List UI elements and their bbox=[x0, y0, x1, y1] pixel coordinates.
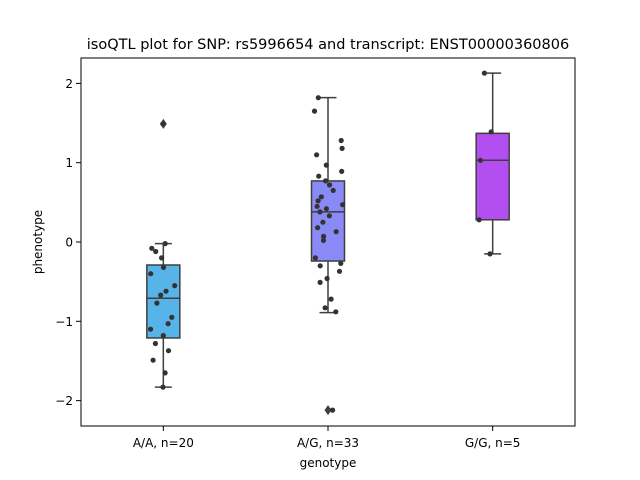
data-point bbox=[165, 348, 172, 354]
data-point bbox=[317, 209, 323, 215]
data-point bbox=[153, 248, 159, 255]
box-group bbox=[475, 70, 510, 257]
data-point bbox=[476, 217, 482, 223]
data-point bbox=[321, 233, 327, 239]
data-point bbox=[318, 194, 324, 200]
data-point bbox=[326, 213, 332, 219]
data-point bbox=[160, 264, 167, 270]
outlier-marker bbox=[324, 405, 332, 416]
x-tick-label: A/A, n=20 bbox=[133, 436, 194, 450]
x-tick-label: G/G, n=5 bbox=[465, 436, 521, 450]
data-point bbox=[160, 384, 166, 390]
data-point bbox=[148, 271, 154, 277]
data-point bbox=[315, 198, 321, 204]
x-axis-label: genotype bbox=[300, 456, 357, 470]
plot-area bbox=[146, 70, 510, 416]
box-iqr bbox=[475, 132, 510, 221]
data-point bbox=[160, 121, 166, 127]
data-point bbox=[340, 202, 346, 208]
data-point bbox=[339, 145, 345, 151]
box-group bbox=[310, 95, 346, 416]
data-point bbox=[152, 340, 158, 347]
data-point bbox=[165, 321, 171, 327]
data-point bbox=[322, 305, 328, 311]
data-point bbox=[315, 95, 321, 101]
y-tick-label: 1 bbox=[65, 156, 73, 170]
data-point bbox=[158, 292, 164, 298]
data-point bbox=[154, 300, 160, 306]
chart-title: isoQTL plot for SNP: rs5996654 and trans… bbox=[87, 37, 569, 53]
data-point bbox=[338, 137, 344, 144]
axes: −2 −1 0 1 2 A/A, n=20 A/G, n=33 G/G, n=5 bbox=[55, 77, 520, 450]
data-point bbox=[317, 263, 323, 269]
data-point bbox=[314, 203, 320, 209]
y-tick-label: −1 bbox=[55, 315, 73, 329]
data-point bbox=[330, 187, 336, 193]
data-point bbox=[159, 255, 165, 261]
data-point bbox=[336, 268, 343, 274]
data-point bbox=[320, 237, 327, 243]
y-tick-label: 0 bbox=[65, 236, 73, 250]
data-point bbox=[339, 168, 345, 174]
data-point bbox=[328, 296, 334, 302]
data-point bbox=[163, 288, 169, 294]
data-point bbox=[488, 129, 494, 135]
data-point bbox=[317, 279, 323, 285]
data-point bbox=[333, 309, 339, 315]
data-point bbox=[314, 152, 320, 158]
y-tick-label: −2 bbox=[55, 394, 73, 408]
data-point bbox=[330, 407, 336, 413]
data-point bbox=[150, 357, 156, 363]
box-iqr bbox=[310, 180, 346, 262]
data-point bbox=[312, 255, 318, 261]
data-point bbox=[487, 251, 493, 257]
box-group bbox=[146, 118, 181, 390]
data-point bbox=[333, 229, 339, 235]
data-point bbox=[172, 283, 178, 289]
data-point bbox=[148, 326, 154, 332]
data-point bbox=[311, 108, 318, 114]
data-point bbox=[323, 162, 329, 168]
data-point bbox=[338, 260, 344, 266]
data-point bbox=[315, 225, 321, 231]
y-tick-label: 2 bbox=[65, 77, 73, 91]
y-axis-label: phenotype bbox=[31, 210, 45, 274]
data-point bbox=[162, 370, 168, 376]
data-point bbox=[169, 314, 175, 320]
data-point bbox=[316, 173, 322, 179]
x-tick-label: A/G, n=33 bbox=[297, 436, 359, 450]
data-point bbox=[481, 70, 487, 76]
data-point bbox=[320, 219, 326, 225]
data-point bbox=[324, 275, 330, 282]
data-point bbox=[149, 245, 155, 251]
data-point bbox=[323, 206, 329, 212]
data-point bbox=[326, 182, 333, 188]
data-point bbox=[323, 178, 329, 184]
data-point bbox=[162, 241, 168, 247]
data-point bbox=[160, 333, 166, 339]
data-point bbox=[477, 157, 483, 163]
